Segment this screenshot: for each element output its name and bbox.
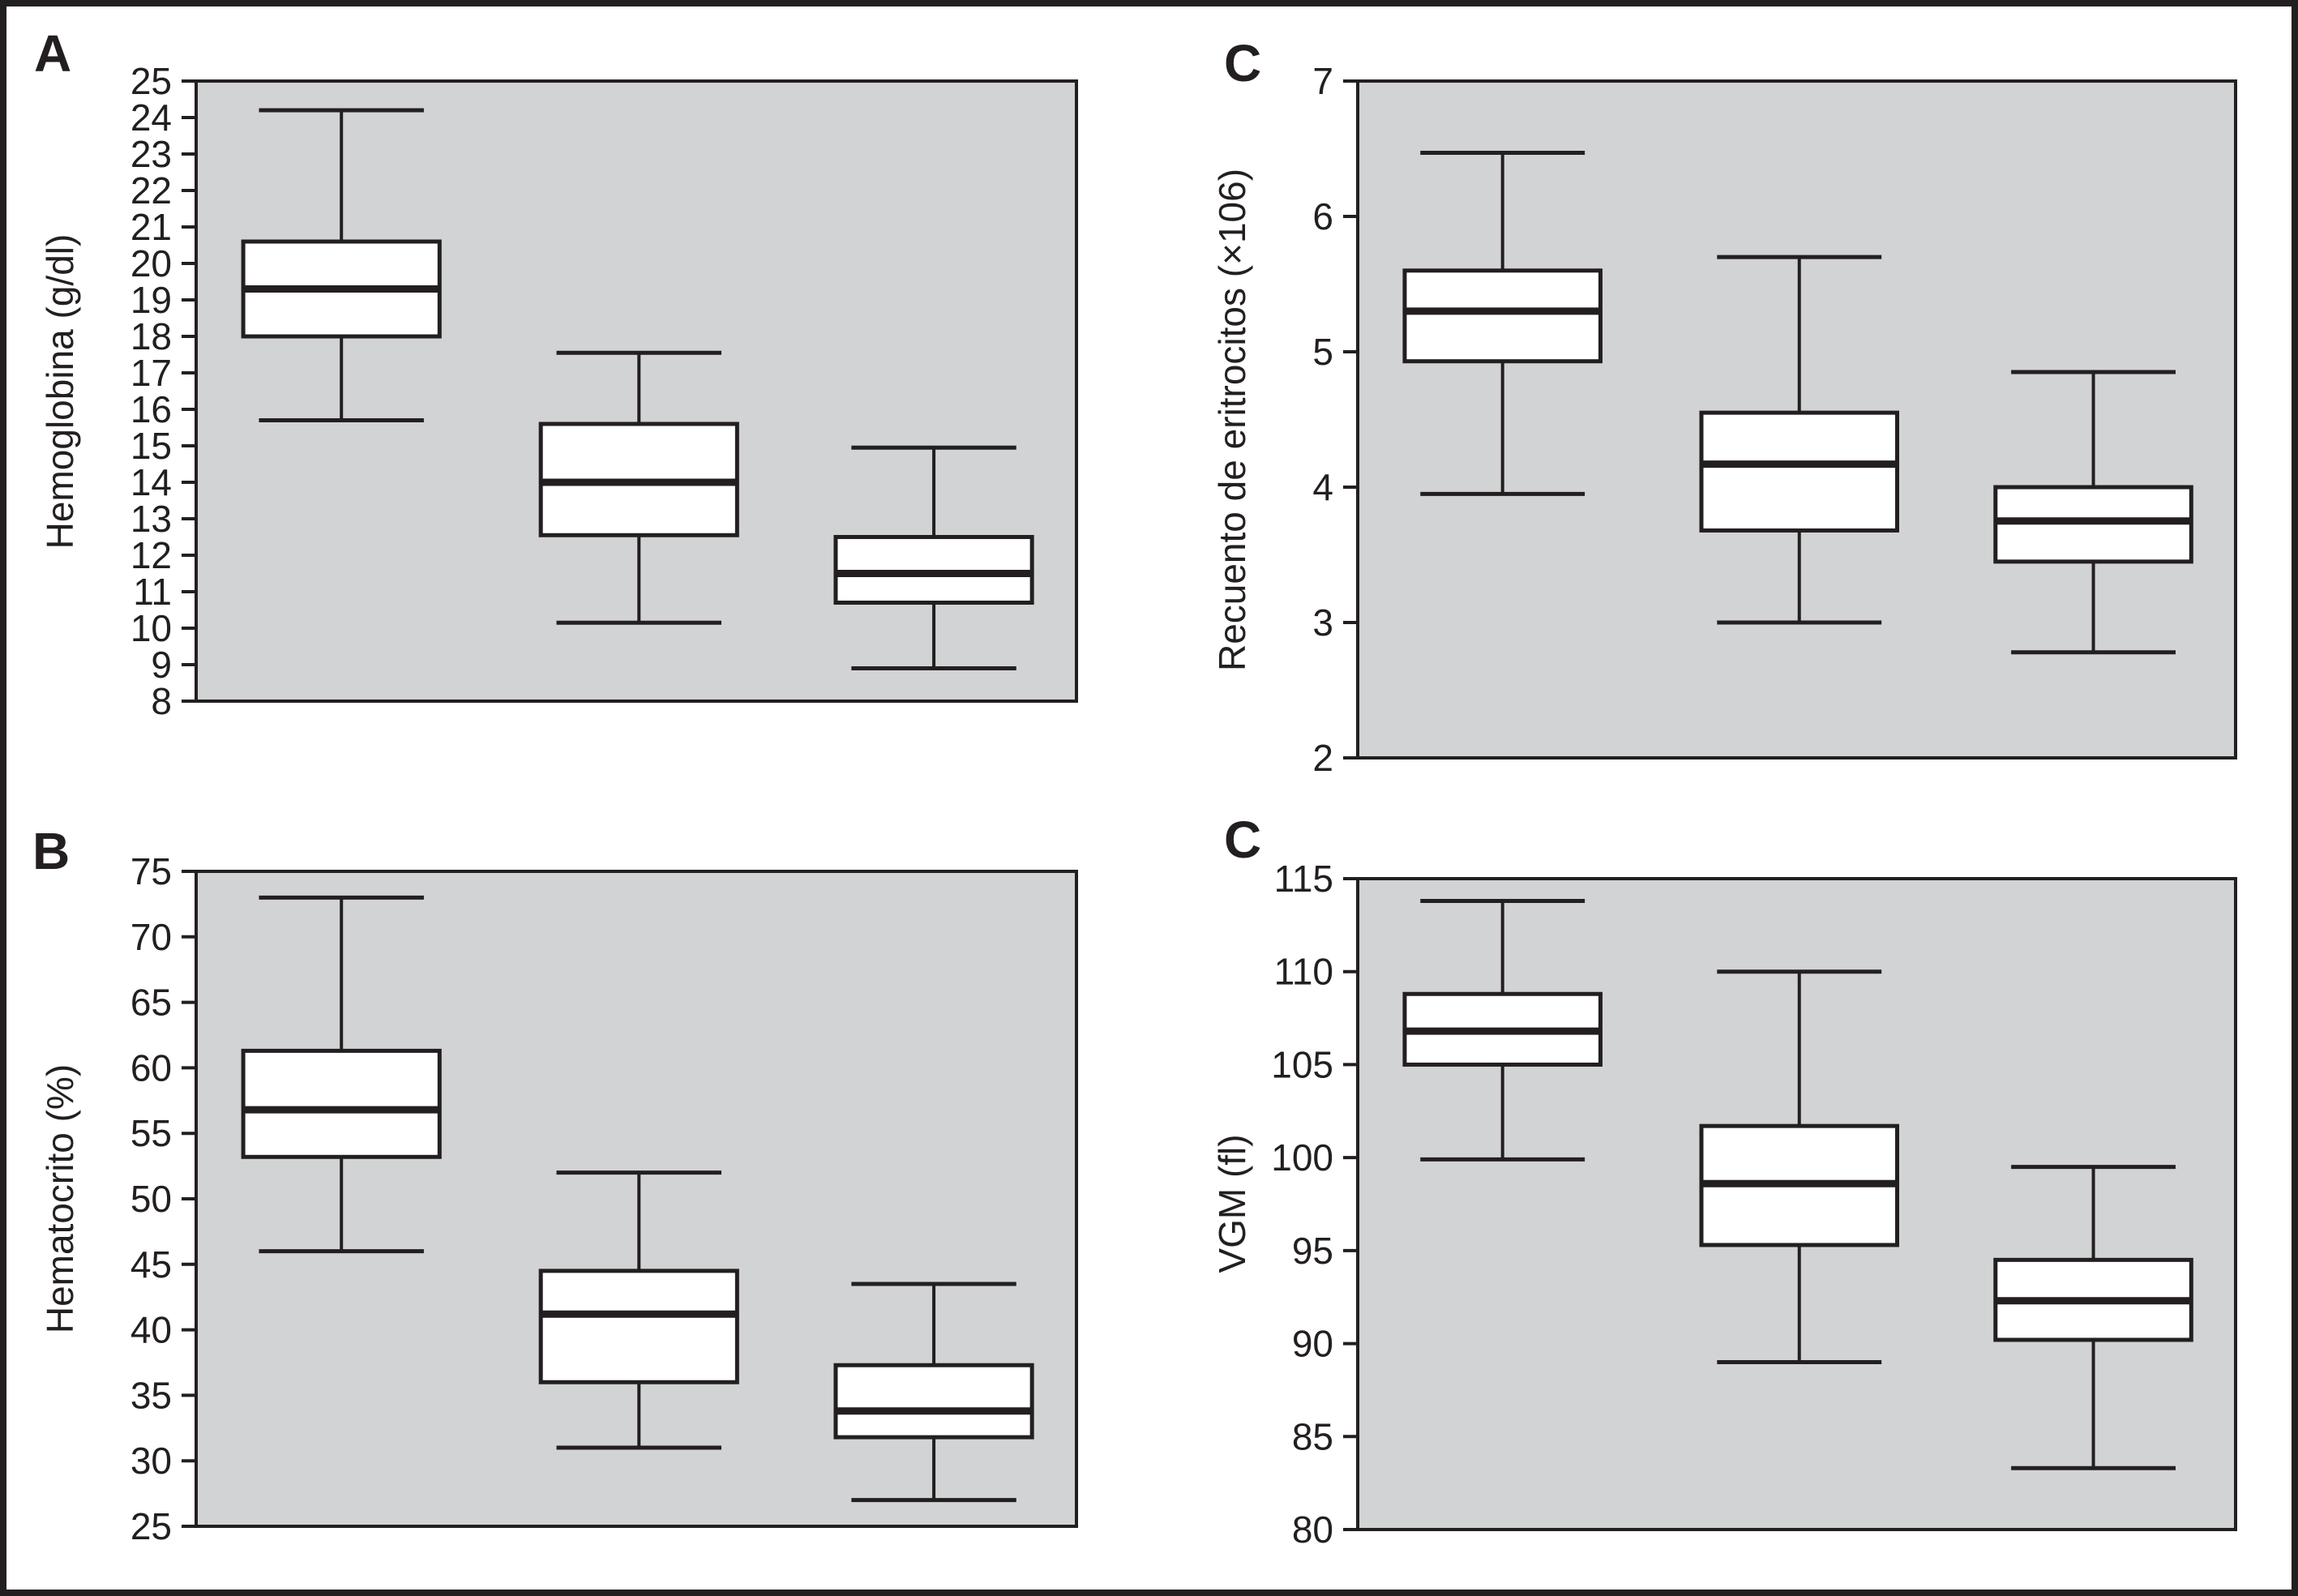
y-axis-tick-label: 6 xyxy=(1312,195,1333,237)
y-axis-tick-label: 30 xyxy=(131,1440,172,1482)
box-group-1 xyxy=(241,895,442,1254)
y-axis-tick-label: 55 xyxy=(131,1112,172,1154)
panel-c-3: 80 85 90 95 100 105 110 115 xyxy=(1271,858,2237,1551)
y-axis-tick-label: 23 xyxy=(131,133,172,175)
y-axis-tick-label: 25 xyxy=(131,1505,172,1547)
y-axis-tick-label: 25 xyxy=(131,60,172,102)
box-group-2 xyxy=(1699,255,1900,625)
y-axis-tick-label: 12 xyxy=(131,534,172,576)
panel-letter-c-bottom: C xyxy=(1224,811,1262,869)
y-axis-tick-label: 50 xyxy=(131,1178,172,1220)
box-group-3 xyxy=(833,445,1034,670)
box-group-2 xyxy=(538,350,739,625)
y-axis-tick-label: 2 xyxy=(1312,737,1333,779)
panel-letter-a: A xyxy=(34,24,72,83)
y-axis-tick-label: 10 xyxy=(131,607,172,649)
y-axis-tick-label: 21 xyxy=(131,206,172,248)
y-axis-title-eritrocitos: Recuento de eritrocitos (×106) xyxy=(1211,168,1253,672)
y-axis-tick-label: 95 xyxy=(1292,1230,1333,1272)
y-axis-tick-label: 40 xyxy=(131,1309,172,1351)
y-axis-tick-label: 16 xyxy=(131,388,172,430)
iqr-box xyxy=(538,1269,739,1384)
y-axis-tick-label: 11 xyxy=(133,571,172,613)
y-axis-tick-label: 115 xyxy=(1274,858,1333,900)
y-axis-tick-label: 35 xyxy=(131,1374,172,1416)
panel-letter-c-top: C xyxy=(1224,34,1262,92)
y-axis-tick-label: 70 xyxy=(131,916,172,958)
y-axis-tick-label: 100 xyxy=(1271,1136,1333,1179)
panel-b-2: 25 30 35 40 45 50 55 60 65 70 75 xyxy=(131,850,1078,1547)
y-axis-tick-label: 80 xyxy=(1292,1508,1333,1551)
y-axis-tick-label: 15 xyxy=(131,425,172,467)
y-axis-tick-label: 7 xyxy=(1312,60,1333,102)
y-axis-title-hematocrito: Hematocrito (%) xyxy=(39,1063,81,1334)
box-group-1 xyxy=(241,108,442,422)
panel-c-1: 2 3 4 5 6 7 xyxy=(1312,60,2237,779)
y-axis-tick-label: 85 xyxy=(1292,1415,1333,1457)
y-axis-tick-label: 110 xyxy=(1274,951,1333,993)
y-axis-tick-label: 22 xyxy=(131,169,172,212)
y-axis-tick-label: 45 xyxy=(131,1243,172,1286)
y-axis-tick-label: 3 xyxy=(1312,601,1333,644)
y-axis-tick-label: 20 xyxy=(131,242,172,285)
y-axis-tick-label: 105 xyxy=(1271,1043,1333,1085)
iqr-box xyxy=(1402,268,1603,364)
y-axis-tick-label: 13 xyxy=(131,498,172,540)
panel-letter-b: B xyxy=(32,822,71,880)
y-axis-tick-label: 5 xyxy=(1312,331,1333,373)
y-axis-tick-label: 19 xyxy=(131,279,172,321)
plot-area xyxy=(195,79,1078,703)
y-axis-tick-label: 90 xyxy=(1292,1323,1333,1365)
y-axis-tick-label: 24 xyxy=(131,96,172,139)
y-axis-tick-label: 60 xyxy=(131,1046,172,1089)
box-group-3 xyxy=(1993,370,2193,655)
box-group-3 xyxy=(1993,1165,2193,1470)
box-group-2 xyxy=(1699,969,1900,1365)
y-axis-tick-label: 75 xyxy=(131,850,172,892)
box-group-1 xyxy=(1402,899,1603,1162)
box-group-3 xyxy=(833,1282,1034,1503)
y-axis-title-vgm: VGM (fl) xyxy=(1211,1134,1253,1273)
y-axis-tick-label: 8 xyxy=(151,680,172,722)
iqr-box xyxy=(1699,410,1900,533)
y-axis-title-hemoglobina: Hemoglobina (g/dl) xyxy=(39,233,81,550)
y-axis-tick-label: 9 xyxy=(151,644,172,686)
y-axis-tick-label: 18 xyxy=(131,315,172,357)
y-axis-tick-label: 14 xyxy=(131,461,172,503)
y-axis-tick-label: 4 xyxy=(1312,466,1333,508)
box-group-1 xyxy=(1402,151,1603,496)
box-group-2 xyxy=(538,1170,739,1450)
iqr-box xyxy=(833,1363,1034,1440)
y-axis-tick-label: 17 xyxy=(131,352,172,394)
iqr-box xyxy=(241,1048,442,1159)
y-axis-tick-label: 65 xyxy=(131,982,172,1024)
